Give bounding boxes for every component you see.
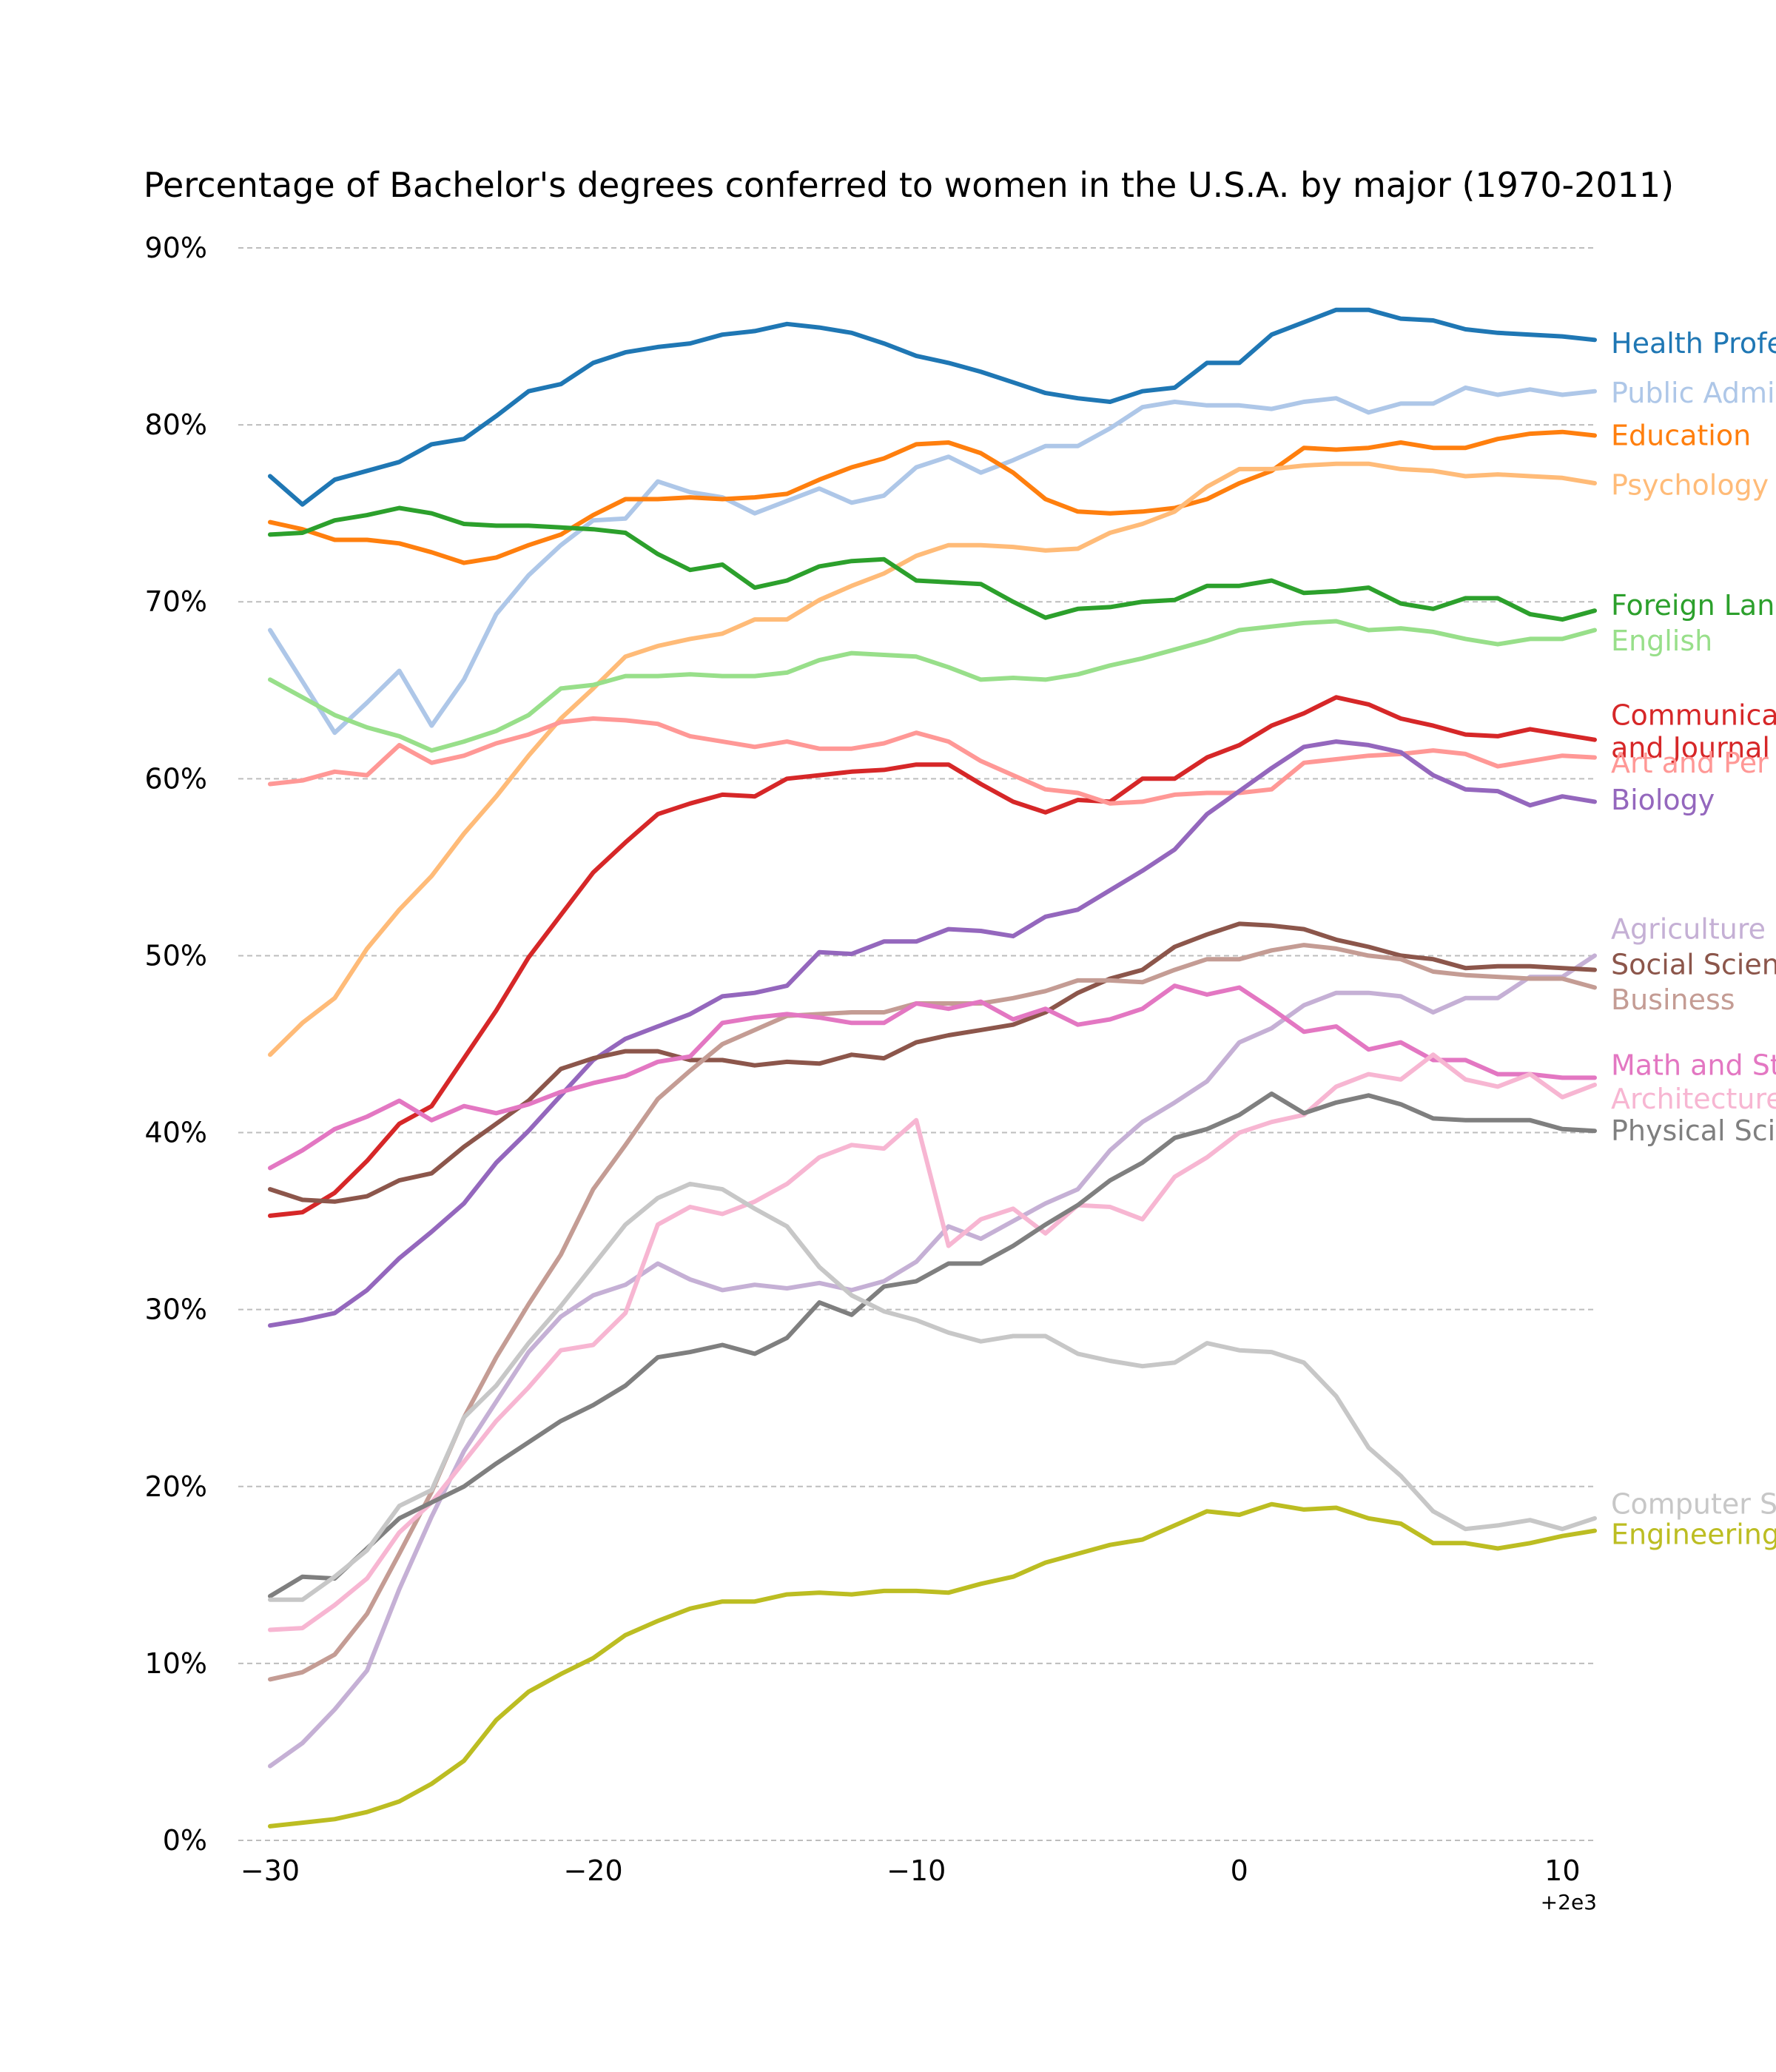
series-label-communications-and-journalism: Communica	[1611, 699, 1776, 731]
series-label-communications-and-journalism: and Journal	[1611, 731, 1770, 764]
series-label-public-administration: Public Admi	[1611, 377, 1775, 409]
series-label-education: Education	[1611, 419, 1751, 451]
x-tick-label: 0	[1231, 1854, 1248, 1887]
series-label-art-and-performance: Art and Per	[1611, 747, 1769, 779]
series-label-architecture: Architecture	[1611, 1083, 1776, 1115]
x-tick-label: −30	[240, 1854, 300, 1887]
x-tick-label: −10	[887, 1854, 946, 1887]
series-labels: Health Profe Public Admi Education Psycholo…	[1611, 327, 1776, 1550]
series-line-psychology	[268, 461, 1597, 1057]
y-tick-label: 0%	[163, 1824, 207, 1857]
x-axis-ticks: −30 −20 −10 0 10	[240, 1854, 1581, 1887]
series-label-agriculture: Agriculture	[1611, 913, 1766, 946]
series-label-math-and-statistics: Math and St	[1611, 1049, 1776, 1082]
series-line-public-administration	[268, 385, 1597, 736]
series-line-agriculture	[268, 953, 1597, 1769]
y-tick-label: 60%	[145, 762, 207, 795]
series-lines	[268, 307, 1597, 1829]
chart-title: Percentage of Bachelor's degrees conferr…	[144, 165, 1674, 205]
y-tick-label: 50%	[145, 939, 207, 972]
x-tick-label: −20	[563, 1854, 622, 1887]
x-axis-offset-label: +2e3	[1541, 1890, 1597, 1914]
series-line-architecture	[268, 1052, 1597, 1632]
y-axis-ticks: 0% 10% 20% 30% 40% 50% 60% 70% 80% 90%	[145, 232, 207, 1857]
series-label-business: Business	[1611, 983, 1735, 1016]
series-label-engineering: Engineering	[1611, 1518, 1776, 1550]
series-label-social-sciences-and-history: Social Scien	[1611, 948, 1776, 980]
series-label-psychology: Psychology	[1611, 468, 1769, 501]
y-tick-label: 40%	[145, 1117, 207, 1149]
y-tick-label: 10%	[145, 1647, 207, 1680]
series-line-engineering	[268, 1501, 1597, 1829]
series-line-health-professions	[268, 307, 1597, 507]
series-label-biology: Biology	[1611, 784, 1715, 816]
series-label-computer-science: Computer S	[1611, 1488, 1776, 1521]
series-line-math-and-statistics	[268, 983, 1597, 1171]
series-label-english: English	[1611, 625, 1712, 657]
y-tick-label: 80%	[145, 408, 207, 441]
series-line-art-and-performance	[268, 716, 1597, 806]
series-label-physical-sciences: Physical Sci	[1611, 1114, 1775, 1147]
series-line-social-sciences-and-history	[268, 921, 1597, 1204]
series-line-business	[268, 943, 1597, 1682]
y-tick-label: 30%	[145, 1294, 207, 1326]
x-tick-label: 10	[1544, 1854, 1580, 1887]
y-tick-label: 70%	[145, 585, 207, 618]
series-line-foreign-languages	[268, 505, 1597, 622]
series-line-computer-science	[268, 1181, 1597, 1602]
series-line-english	[268, 619, 1597, 753]
series-label-health-professions: Health Profe	[1611, 327, 1776, 360]
series-line-communications-and-journalism	[268, 695, 1597, 1218]
y-tick-label: 20%	[145, 1470, 207, 1503]
series-line-education	[268, 429, 1597, 565]
y-tick-label: 90%	[145, 232, 207, 264]
series-label-foreign-languages: Foreign Lan	[1611, 589, 1775, 622]
series-line-biology	[268, 739, 1597, 1328]
series-line-physical-sciences	[268, 1092, 1597, 1598]
